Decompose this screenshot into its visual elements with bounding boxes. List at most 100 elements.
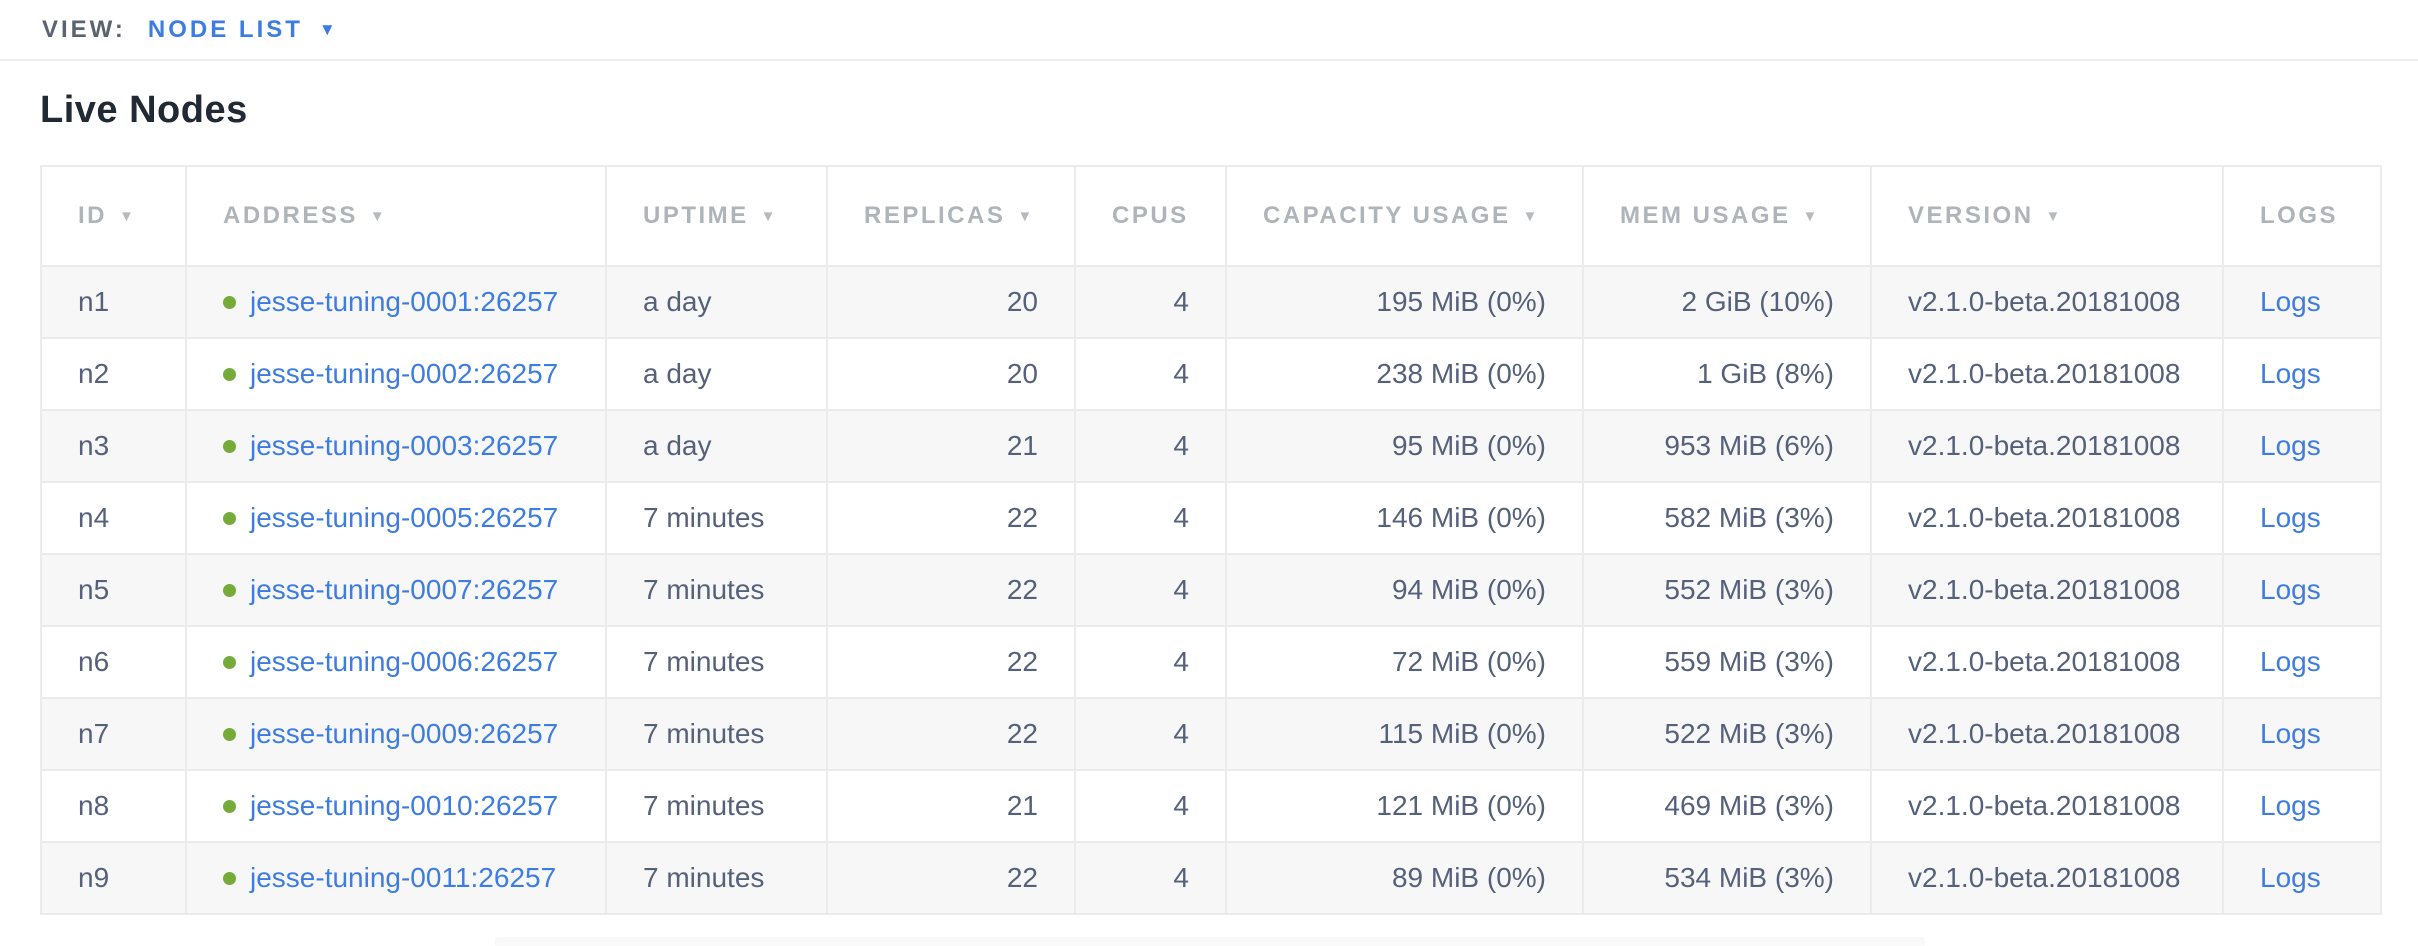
node-logs-cell: Logs	[2222, 625, 2382, 699]
node-logs-cell: Logs	[2222, 841, 2382, 915]
node-cpus-cell: 4	[1074, 625, 1227, 699]
node-logs-link[interactable]: Logs	[2260, 574, 2321, 605]
node-replicas-cell: 21	[826, 409, 1076, 483]
node-logs-link[interactable]: Logs	[2260, 286, 2321, 317]
node-address-cell: jesse-tuning-0005:26257	[185, 481, 607, 555]
node-replicas-cell: 22	[826, 481, 1076, 555]
node-version-cell: v2.1.0-beta.20181008	[1870, 337, 2224, 411]
node-logs-link[interactable]: Logs	[2260, 502, 2321, 533]
node-mem-cell: 953 MiB (6%)	[1582, 409, 1872, 483]
node-cpus-cell: 4	[1074, 697, 1227, 771]
node-capacity-cell: 95 MiB (0%)	[1225, 409, 1584, 483]
column-header-version[interactable]: VERSION ▼	[1870, 165, 2224, 267]
node-address-link[interactable]: jesse-tuning-0002:26257	[250, 358, 559, 389]
node-mem-cell: 559 MiB (3%)	[1582, 625, 1872, 699]
node-capacity-cell: 121 MiB (0%)	[1225, 769, 1584, 843]
bottom-shadow	[495, 937, 1925, 946]
view-selected-value: NODE LIST	[147, 15, 303, 43]
node-logs-cell: Logs	[2222, 697, 2382, 771]
column-header-address[interactable]: ADDRESS ▼	[185, 165, 607, 267]
node-id-cell: n5	[40, 553, 187, 627]
live-nodes-table: ID ▼ ADDRESS ▼ UPTIME ▼ REPLICAS ▼ CPUS CAPA…	[40, 165, 2382, 915]
node-logs-cell: Logs	[2222, 481, 2382, 555]
node-address-link[interactable]: jesse-tuning-0003:26257	[250, 430, 559, 461]
health-status-icon	[223, 800, 236, 813]
node-mem-cell: 1 GiB (8%)	[1582, 337, 1872, 411]
node-address-link[interactable]: jesse-tuning-0005:26257	[250, 502, 559, 533]
node-uptime-cell: a day	[605, 409, 828, 483]
node-address-link[interactable]: jesse-tuning-0011:26257	[250, 862, 557, 893]
node-uptime-cell: 7 minutes	[605, 769, 828, 843]
view-label: VIEW:	[42, 15, 126, 43]
node-table-row: n3 jesse-tuning-0003:26257 a day 21 4 95…	[40, 409, 2382, 483]
node-logs-link[interactable]: Logs	[2260, 358, 2321, 389]
node-address-cell: jesse-tuning-0006:26257	[185, 625, 607, 699]
node-uptime-cell: 7 minutes	[605, 553, 828, 627]
node-version-cell: v2.1.0-beta.20181008	[1870, 697, 2224, 771]
sort-arrow-icon: ▼	[1802, 208, 1820, 225]
sort-arrow-icon: ▼	[369, 208, 388, 225]
health-status-icon	[223, 512, 236, 525]
node-logs-cell: Logs	[2222, 553, 2382, 627]
node-id-cell: n7	[40, 697, 187, 771]
health-status-icon	[223, 368, 236, 381]
node-address-cell: jesse-tuning-0010:26257	[185, 769, 607, 843]
node-table-row: n4 jesse-tuning-0005:26257 7 minutes 22 …	[40, 481, 2382, 555]
node-uptime-cell: 7 minutes	[605, 625, 828, 699]
node-logs-link[interactable]: Logs	[2260, 430, 2321, 461]
node-version-cell: v2.1.0-beta.20181008	[1870, 553, 2224, 627]
node-logs-link[interactable]: Logs	[2260, 862, 2321, 893]
node-address-link[interactable]: jesse-tuning-0007:26257	[250, 574, 559, 605]
node-logs-cell: Logs	[2222, 337, 2382, 411]
node-mem-cell: 534 MiB (3%)	[1582, 841, 1872, 915]
node-address-link[interactable]: jesse-tuning-0001:26257	[250, 286, 559, 317]
node-replicas-cell: 22	[826, 841, 1076, 915]
node-capacity-cell: 89 MiB (0%)	[1225, 841, 1584, 915]
header-row: ID ▼ ADDRESS ▼ UPTIME ▼ REPLICAS ▼ CPUS CAPA…	[40, 165, 2382, 267]
node-table-row: n2 jesse-tuning-0002:26257 a day 20 4 23…	[40, 337, 2382, 411]
node-logs-link[interactable]: Logs	[2260, 790, 2321, 821]
node-address-cell: jesse-tuning-0009:26257	[185, 697, 607, 771]
sort-arrow-icon: ▼	[760, 208, 779, 225]
node-replicas-cell: 22	[826, 553, 1076, 627]
node-capacity-cell: 238 MiB (0%)	[1225, 337, 1584, 411]
column-header-capacity-usage[interactable]: CAPACITY USAGE ▼	[1225, 165, 1584, 267]
node-version-cell: v2.1.0-beta.20181008	[1870, 841, 2224, 915]
column-header-replicas[interactable]: REPLICAS ▼	[826, 165, 1076, 267]
node-address-link[interactable]: jesse-tuning-0010:26257	[250, 790, 559, 821]
node-version-cell: v2.1.0-beta.20181008	[1870, 481, 2224, 555]
column-header-logs: LOGS	[2222, 165, 2382, 267]
node-logs-link[interactable]: Logs	[2260, 646, 2321, 677]
node-address-link[interactable]: jesse-tuning-0006:26257	[250, 646, 559, 677]
column-header-cpus: CPUS	[1074, 165, 1227, 267]
node-mem-cell: 552 MiB (3%)	[1582, 553, 1872, 627]
node-mem-cell: 582 MiB (3%)	[1582, 481, 1872, 555]
node-cpus-cell: 4	[1074, 409, 1227, 483]
node-address-cell: jesse-tuning-0003:26257	[185, 409, 607, 483]
column-header-id[interactable]: ID ▼	[40, 165, 187, 267]
node-cpus-cell: 4	[1074, 337, 1227, 411]
node-table-row: n5 jesse-tuning-0007:26257 7 minutes 22 …	[40, 553, 2382, 627]
node-logs-link[interactable]: Logs	[2260, 718, 2321, 749]
node-address-cell: jesse-tuning-0002:26257	[185, 337, 607, 411]
node-table-row: n8 jesse-tuning-0010:26257 7 minutes 21 …	[40, 769, 2382, 843]
column-header-mem-usage[interactable]: MEM USAGE ▼	[1582, 165, 1872, 267]
node-version-cell: v2.1.0-beta.20181008	[1870, 409, 2224, 483]
table-body: n1 jesse-tuning-0001:26257 a day 20 4 19…	[40, 265, 2382, 915]
sort-arrow-icon: ▼	[119, 208, 137, 225]
node-id-cell: n4	[40, 481, 187, 555]
health-status-icon	[223, 440, 236, 453]
node-cpus-cell: 4	[1074, 769, 1227, 843]
node-id-cell: n1	[40, 265, 187, 339]
node-version-cell: v2.1.0-beta.20181008	[1870, 265, 2224, 339]
health-status-icon	[223, 296, 236, 309]
node-address-cell: jesse-tuning-0007:26257	[185, 553, 607, 627]
node-version-cell: v2.1.0-beta.20181008	[1870, 625, 2224, 699]
node-version-cell: v2.1.0-beta.20181008	[1870, 769, 2224, 843]
column-header-uptime[interactable]: UPTIME ▼	[605, 165, 828, 267]
node-cpus-cell: 4	[1074, 481, 1227, 555]
node-address-link[interactable]: jesse-tuning-0009:26257	[250, 718, 559, 749]
view-selector-dropdown[interactable]: NODE LIST ▼	[148, 16, 336, 44]
health-status-icon	[223, 584, 236, 597]
health-status-icon	[223, 872, 236, 885]
